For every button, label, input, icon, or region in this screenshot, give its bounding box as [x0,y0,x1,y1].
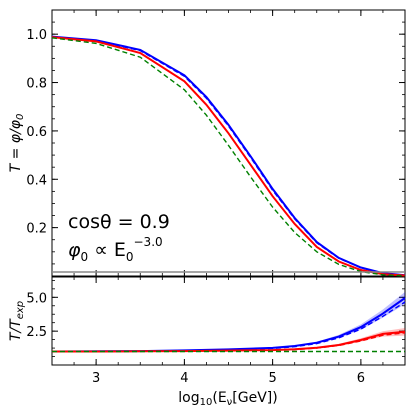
ytick-label: 5.0 [26,291,47,306]
series-line-3 [51,37,406,277]
ytick-label: 0.4 [26,173,47,188]
bottom-series [51,291,406,353]
top-ticks: 0.2 0.4 0.6 0.8 1.0 [26,10,406,277]
bottom-xlabel: log10(Eν[GeV]) [178,390,277,408]
ytick-label: 0.8 [26,77,47,92]
ytick-label: 0.2 [26,222,47,237]
series-line-0 [51,297,406,353]
annotation-cos-theta: cosθ = 0.9 [68,211,170,233]
top-ylabel-main: T = φ/φ [8,119,24,172]
ytick-label: 2.5 [26,325,47,340]
series-line-1 [51,36,406,276]
top-plot-frame [51,9,406,277]
ytick-label: 1.0 [26,28,47,43]
top-panel: 0.2 0.4 0.6 0.8 1.0 T = φ/φ0 cosθ = 0.9 φ0 ∝… [8,9,406,277]
ytick-label: 0.6 [26,125,47,140]
bottom-ylabel: T/Texp [8,301,26,341]
series-line-2 [51,36,406,277]
series-line-1 [51,301,406,353]
bottom-ticks: 2.5 5.0 3 4 5 6 [26,277,406,386]
top-series [51,35,406,277]
bottom-panel: 2.5 5.0 3 4 5 6 T/Texp log10(Eν[GeV]) [8,276,406,408]
xtick-label: 6 [357,371,365,386]
xtick-label: 5 [268,371,276,386]
annotation-flux-power-law: φ0 ∝ E0−3.0 [68,235,163,264]
top-ylabel: T = φ/φ0 [8,114,26,173]
xtick-label: 4 [180,371,188,386]
top-ylabel-sub: 0 [15,114,26,120]
xtick-label: 3 [92,371,100,386]
